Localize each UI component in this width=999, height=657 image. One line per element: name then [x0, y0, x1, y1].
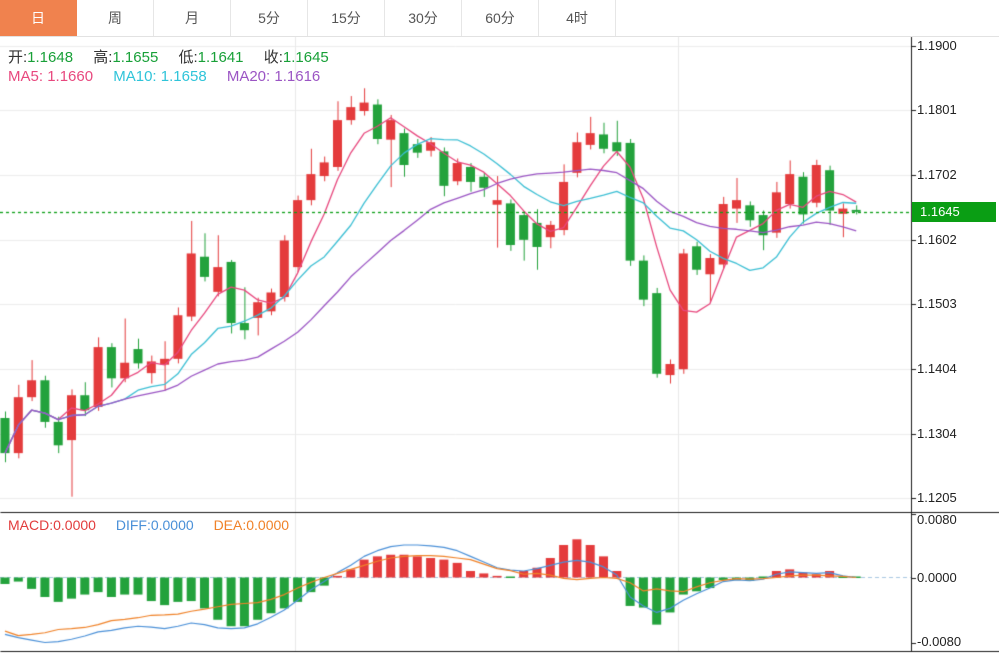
macd-value: 0.0000	[53, 517, 96, 533]
tab-day[interactable]: 日	[0, 0, 77, 36]
ma10-label: MA10:	[113, 68, 157, 85]
tab-15min[interactable]: 15分	[308, 0, 385, 36]
ma10-value: 1.1658	[160, 68, 207, 85]
tab-30min[interactable]: 30分	[385, 0, 462, 36]
period-tabbar: 日 周 月 5分 15分 30分 60分 4时	[0, 0, 999, 37]
price-axis-label: 1.1503	[917, 296, 957, 311]
ma20-value: 1.1616	[274, 68, 321, 85]
price-axis-label: 1.1404	[917, 361, 957, 376]
ohlc-readout: 开:1.1648 高:1.1655 低:1.1641 收:1.1645	[8, 46, 345, 67]
tab-4hour[interactable]: 4时	[539, 0, 616, 36]
diff-value: 0.0000	[150, 517, 194, 533]
high-value: 1.1655	[112, 49, 159, 66]
ma-readout: MA5: 1.1660 MA10: 1.1658 MA20: 1.1616	[8, 68, 336, 85]
tab-month[interactable]: 月	[154, 0, 231, 36]
price-axis-label: 1.1900	[917, 38, 957, 53]
diff-label: DIFF:	[115, 517, 151, 533]
tab-5min[interactable]: 5分	[231, 0, 308, 36]
ma5-value: 1.1660	[47, 68, 94, 85]
macd-axis-label: -0.0080	[917, 634, 962, 649]
price-axis-label: 1.1702	[917, 167, 957, 182]
low-label: 低:	[178, 49, 198, 66]
price-axis-label: 1.1205	[917, 490, 957, 505]
dea-value: 0.0000	[246, 517, 290, 533]
current-price-tag: 1.1645	[912, 202, 996, 222]
open-value: 1.1648	[27, 49, 74, 66]
price-axis-label: 1.1602	[917, 232, 957, 247]
price-axis-label: 1.1304	[917, 426, 957, 441]
close-value: 1.1645	[282, 49, 329, 66]
macd-axis-label: 0.0000	[917, 570, 957, 585]
ma5-label: MA5:	[8, 68, 44, 85]
dea-label: DEA:	[213, 517, 247, 533]
price-axis-label: 1.1801	[917, 102, 957, 117]
high-label: 高:	[93, 49, 113, 66]
open-label: 开:	[8, 49, 28, 66]
macd-readout: MACD:0.0000 DIFF:0.0000 DEA:0.0000	[8, 517, 305, 533]
low-value: 1.1641	[197, 49, 244, 66]
close-label: 收:	[263, 49, 283, 66]
tab-week[interactable]: 周	[77, 0, 154, 36]
macd-axis-label: 0.0080	[917, 512, 957, 527]
ma20-label: MA20:	[226, 68, 271, 85]
macd-label: MACD:	[8, 517, 54, 533]
tab-60min[interactable]: 60分	[462, 0, 539, 36]
